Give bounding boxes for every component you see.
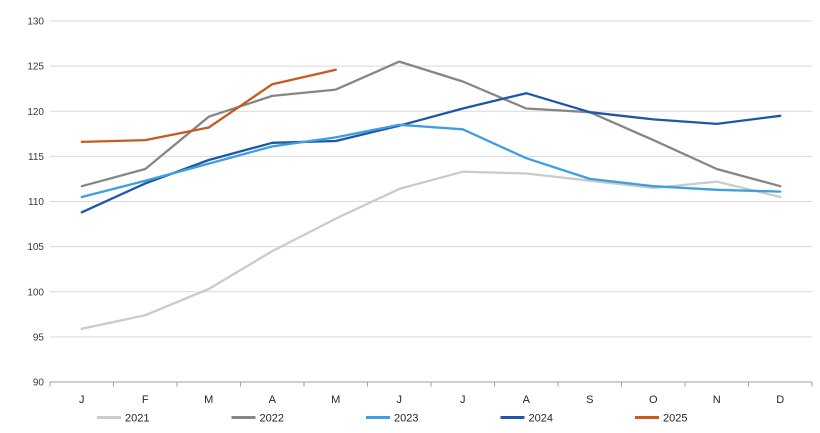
legend-item-2025: 2025 — [635, 413, 687, 425]
legend-label-2024: 2024 — [529, 413, 553, 425]
x-axis-month-label: J — [460, 394, 466, 406]
legend-item-2021: 2021 — [97, 413, 149, 425]
x-axis-month-label: M — [204, 394, 213, 406]
y-axis-tick-label: 95 — [33, 332, 45, 343]
y-axis-tick-label: 130 — [27, 17, 44, 28]
x-axis-month-label: N — [713, 394, 721, 406]
x-axis-month-label: S — [586, 394, 593, 406]
y-axis-tick-label: 100 — [27, 287, 44, 298]
legend-label-2022: 2022 — [260, 413, 284, 425]
x-axis-month-label: F — [142, 394, 149, 406]
y-axis-tick-label: 115 — [28, 152, 44, 163]
y-axis-tick-label: 105 — [27, 242, 44, 253]
legend-label-2023: 2023 — [394, 413, 418, 425]
y-axis-tick-label: 120 — [27, 107, 44, 118]
x-axis-month-label: O — [649, 394, 658, 406]
y-axis-tick-label: 110 — [28, 197, 44, 208]
legend-label-2025: 2025 — [663, 413, 687, 425]
x-axis-month-label: D — [776, 394, 784, 406]
x-axis-month-label: A — [269, 394, 277, 406]
y-axis-tick-label: 90 — [33, 378, 45, 389]
legend-item-2023: 2023 — [366, 413, 418, 425]
series-line-2024 — [80, 92, 782, 214]
series-line-2021 — [80, 170, 782, 330]
series-line-2025 — [80, 68, 337, 144]
x-axis-month-label: J — [397, 394, 403, 406]
series-line-2023 — [80, 123, 782, 199]
x-axis-month-label: M — [331, 394, 340, 406]
x-axis-month-label: A — [523, 394, 531, 406]
series-line-2022 — [80, 60, 782, 188]
y-axis-tick-label: 125 — [27, 62, 44, 73]
legend-label-2021: 2021 — [125, 413, 149, 425]
x-axis-month-label: J — [79, 394, 85, 406]
legend-item-2022: 2022 — [231, 413, 284, 425]
legend-item-2024: 2024 — [500, 413, 553, 425]
